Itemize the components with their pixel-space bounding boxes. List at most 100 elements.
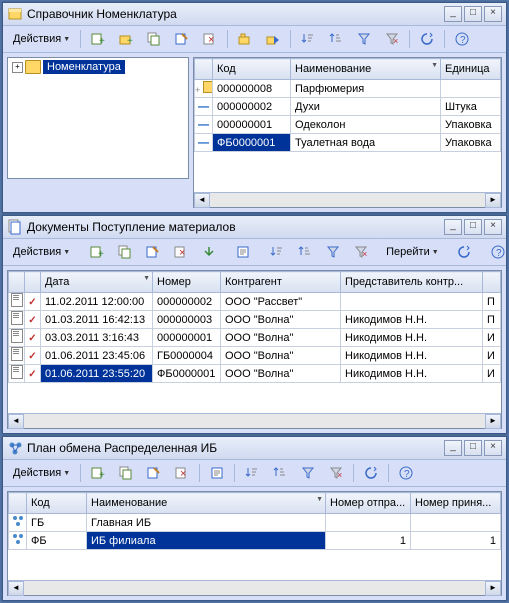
scroll-left-icon[interactable]: ◄ [8,581,24,596]
hscrollbar[interactable]: ◄ ► [8,413,501,428]
item-icon: — [198,101,209,113]
svg-text:?: ? [404,469,410,480]
nomenclature-table[interactable]: Код Наименование▼ Единица + 000000008Пар… [194,58,501,152]
help-icon[interactable]: ? [485,241,509,263]
filter-icon[interactable] [295,462,321,484]
titlebar[interactable]: Справочник Номенклатура _ □ × [3,3,506,26]
posted-icon: ✓ [28,369,36,380]
col-representative[interactable]: Представитель контр... [341,272,483,293]
filter-clear-icon[interactable]: × [348,241,374,263]
delete-icon[interactable]: × [168,241,194,263]
expand-icon[interactable]: + [12,62,23,73]
scroll-left-icon[interactable]: ◄ [8,414,24,429]
refresh-icon[interactable] [414,28,440,50]
window-documents: Документы Поступление материалов _ □ × Д… [2,215,507,434]
col-code[interactable]: Код [213,59,291,80]
col-date[interactable]: Дата▼ [41,272,153,293]
edit-icon[interactable] [140,241,166,263]
col-sent[interactable]: Номер отпра... [326,493,411,514]
add-folder-icon[interactable]: + [113,28,139,50]
add-icon[interactable]: + [84,241,110,263]
delete-icon[interactable]: × [197,28,223,50]
maximize-button[interactable]: □ [464,219,482,235]
minimize-button[interactable]: _ [444,440,462,456]
filter-clear-icon[interactable]: × [379,28,405,50]
col-tail[interactable] [483,272,501,293]
close-button[interactable]: × [484,6,502,22]
col-marker[interactable] [195,59,213,80]
maximize-button[interactable]: □ [464,6,482,22]
help-icon[interactable]: ? [449,28,475,50]
minimize-button[interactable]: _ [444,219,462,235]
table-row[interactable]: ФБИБ филиала11 [9,532,501,550]
table-row[interactable]: ГБГлавная ИБ [9,514,501,532]
help-icon[interactable]: ? [393,462,419,484]
edit-icon[interactable] [169,28,195,50]
filter-icon[interactable] [320,241,346,263]
table-row[interactable]: —ФБ0000001Туалетная водаУпаковка [195,134,501,152]
actions-menu[interactable]: Действия▼ [7,29,76,49]
scroll-left-icon[interactable]: ◄ [194,193,210,208]
add-icon[interactable]: + [85,462,111,484]
cell-contractor: ООО "Волна" [221,365,341,383]
sort-asc-icon[interactable] [264,241,290,263]
add-copy-icon[interactable] [112,241,138,263]
table-row[interactable]: —000000002ДухиШтука [195,98,501,116]
find-icon[interactable] [230,241,256,263]
table-row[interactable]: ✓01.06.2011 23:45:06ГБ0000004ООО "Волна"… [9,347,501,365]
col-marker1[interactable] [9,272,25,293]
minimize-button[interactable]: _ [444,6,462,22]
sort-asc-icon[interactable] [295,28,321,50]
scroll-right-icon[interactable]: ► [485,414,501,429]
add-copy-icon[interactable] [113,462,139,484]
goto-menu[interactable]: Перейти▼ [382,246,443,258]
hierarchy-icon[interactable] [232,28,258,50]
move-icon[interactable] [260,28,286,50]
add-copy-icon[interactable] [141,28,167,50]
col-code[interactable]: Код [27,493,87,514]
sort-desc-icon[interactable] [292,241,318,263]
col-name[interactable]: Наименование▼ [87,493,326,514]
filter-clear-icon[interactable]: × [323,462,349,484]
find-icon[interactable] [204,462,230,484]
post-icon[interactable] [196,241,222,263]
col-recv[interactable]: Номер приня... [411,493,501,514]
table-row[interactable]: + 000000008Парфюмерия [195,80,501,98]
titlebar[interactable]: Документы Поступление материалов _ □ × [3,216,506,239]
exchange-table[interactable]: Код Наименование▼ Номер отпра... Номер п… [8,492,501,550]
sort-desc-icon[interactable] [323,28,349,50]
col-unit[interactable]: Единица [441,59,501,80]
col-name[interactable]: Наименование▼ [291,59,441,80]
table-row[interactable]: ✓11.02.2011 12:00:00000000002ООО "Рассве… [9,293,501,311]
documents-table[interactable]: Дата▼ Номер Контрагент Представитель кон… [8,271,501,383]
hscrollbar[interactable]: ◄ ► [194,192,501,207]
table-row[interactable]: —000000001ОдеколонУпаковка [195,116,501,134]
refresh-icon[interactable] [358,462,384,484]
sort-asc-icon[interactable] [239,462,265,484]
col-contractor[interactable]: Контрагент [221,272,341,293]
col-marker2[interactable] [25,272,41,293]
maximize-button[interactable]: □ [464,440,482,456]
folder-icon [203,81,212,93]
tree-root-row[interactable]: + Номенклатура [8,58,188,76]
hscrollbar[interactable]: ◄ ► [8,580,501,595]
titlebar[interactable]: План обмена Распределенная ИБ _ □ × [3,437,506,460]
add-icon[interactable]: + [85,28,111,50]
sort-desc-icon[interactable] [267,462,293,484]
col-marker[interactable] [9,493,27,514]
actions-menu[interactable]: Действия▼ [7,242,76,262]
edit-icon[interactable] [141,462,167,484]
close-button[interactable]: × [484,219,502,235]
close-button[interactable]: × [484,440,502,456]
table-row[interactable]: ✓01.03.2011 16:42:13000000003ООО "Волна"… [9,311,501,329]
tree-pane[interactable]: + Номенклатура [7,57,189,179]
col-number[interactable]: Номер [153,272,221,293]
filter-icon[interactable] [351,28,377,50]
table-row[interactable]: ✓03.03.2011 3:16:43000000001ООО "Волна"Н… [9,329,501,347]
scroll-right-icon[interactable]: ► [485,193,501,208]
delete-icon[interactable]: × [169,462,195,484]
refresh-icon[interactable] [451,241,477,263]
scroll-right-icon[interactable]: ► [485,581,501,596]
actions-menu[interactable]: Действия▼ [7,463,76,483]
table-row[interactable]: ✓01.06.2011 23:55:20ФБ0000001ООО "Волна"… [9,365,501,383]
